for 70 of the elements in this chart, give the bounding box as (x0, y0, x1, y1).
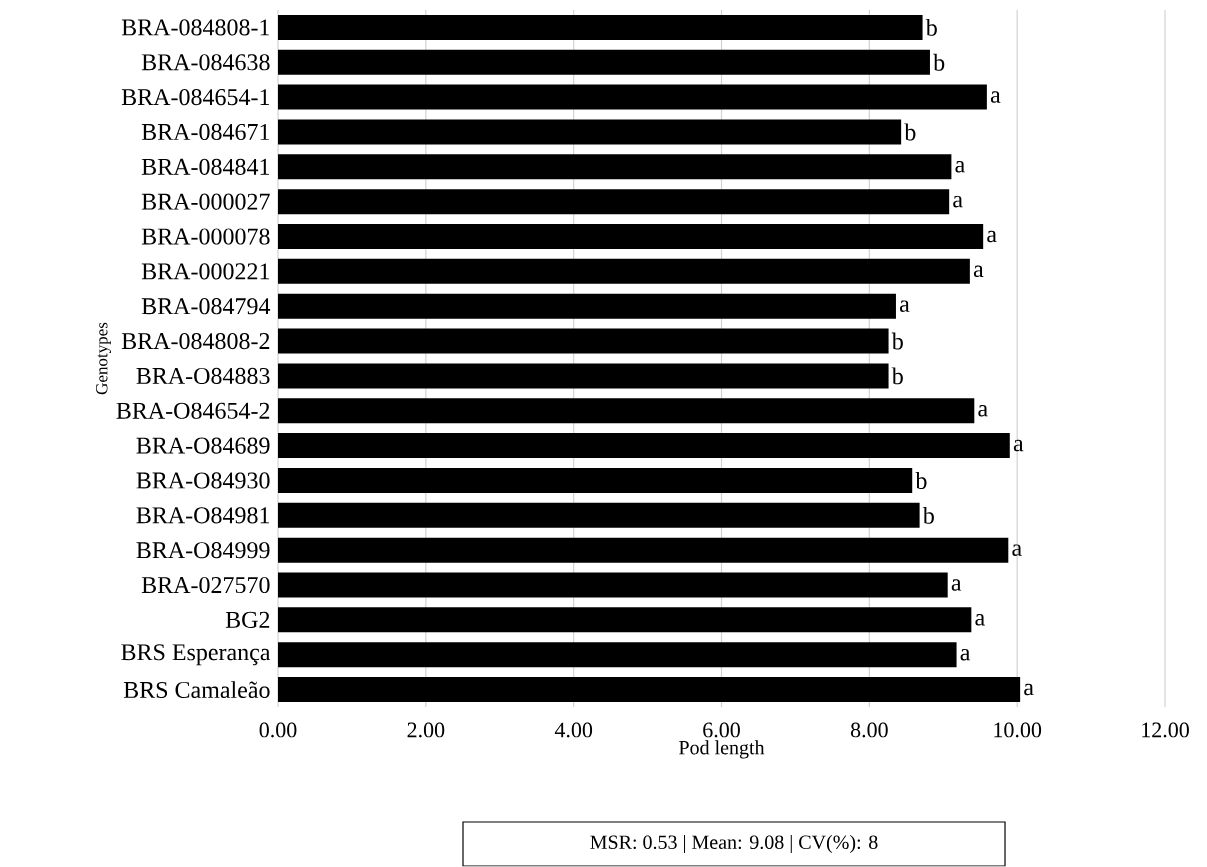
y-tick-label: BRA-O84883 (136, 368, 270, 385)
data-label: b (904, 123, 916, 141)
bar (278, 154, 952, 180)
data-label: b (922, 507, 934, 524)
data-label: a (1012, 544, 1022, 557)
bar (278, 328, 889, 354)
bar (278, 677, 1021, 703)
data-label: b (925, 19, 937, 37)
x-tick-label: 2.00 (407, 722, 445, 738)
bar (278, 537, 1009, 563)
y-tick-label: BRA-000221 (141, 263, 270, 280)
bar (278, 15, 923, 41)
data-label: a (955, 161, 965, 173)
x-tick-label: 8.00 (850, 722, 888, 738)
bar (278, 503, 920, 529)
y-tick-label: BRS Esperança (121, 644, 271, 666)
y-tick-label: BRA-084841 (141, 158, 270, 176)
y-tick-label: BRA-O84999 (136, 542, 270, 559)
y-tick-label: BRA-O84689 (136, 437, 270, 454)
y-tick-label: BRS Camaleão (123, 681, 270, 699)
bar (278, 189, 950, 215)
bar (278, 398, 975, 424)
data-label: a (953, 196, 963, 208)
data-label: a (900, 300, 910, 313)
y-tick-label: BRA-000078 (141, 228, 270, 245)
y-tick-label: BRA-084638 (141, 54, 270, 71)
bar (278, 224, 984, 250)
bar (278, 49, 930, 75)
y-tick-label: BRA-000027 (141, 193, 270, 210)
y-tick-label: BG2 (225, 612, 270, 629)
bar (278, 259, 970, 285)
y-tick-label: BRA-O84930 (136, 472, 270, 489)
x-tick-label: 10.00 (994, 722, 1042, 738)
bar (278, 468, 913, 494)
data-label: a (1013, 440, 1024, 452)
y-tick-label: BRA-084654-1 (121, 89, 270, 106)
y-tick-label: BRA-027570 (141, 577, 270, 594)
y-tick-label: BRA-084794 (141, 298, 271, 315)
data-label: a (990, 91, 1001, 104)
bar (278, 119, 902, 145)
x-tick-label: 6.00 (703, 722, 740, 738)
data-label: a (1024, 684, 1034, 696)
bar (278, 642, 957, 668)
y-tick-label: BRA-O84981 (136, 507, 270, 524)
data-label: b (891, 367, 903, 385)
x-tick-label: 4.00 (554, 722, 593, 738)
x-tick-label: 12.00 (1142, 722, 1189, 738)
data-label: a (951, 579, 962, 591)
bar (278, 84, 987, 110)
data-label: a (973, 265, 984, 278)
bar (278, 572, 948, 598)
bar (278, 293, 896, 319)
data-label: a (987, 230, 997, 243)
data-label: a (960, 649, 971, 661)
x-axis-title: Pod length (679, 740, 765, 759)
y-axis-title: Genotypes (96, 322, 111, 395)
bar (278, 363, 889, 389)
data-label: a (978, 405, 988, 417)
y-tick-label: BRA-O84654-2 (116, 402, 270, 420)
bar (278, 433, 1010, 459)
data-label: b (933, 54, 945, 71)
x-tick-label: 0.00 (259, 722, 297, 738)
data-label: b (891, 332, 903, 350)
bar (278, 607, 972, 633)
text: MSR: 0.53 | Mean: 9.08 | CV(%): 8 (590, 835, 878, 854)
data-label: b (915, 472, 927, 490)
y-tick-label: BRA-084808-1 (121, 19, 270, 36)
y-tick-label: BRA-084808-2 (121, 333, 270, 350)
data-label: a (975, 614, 985, 626)
y-tick-label: BRA-084671 (141, 124, 270, 141)
